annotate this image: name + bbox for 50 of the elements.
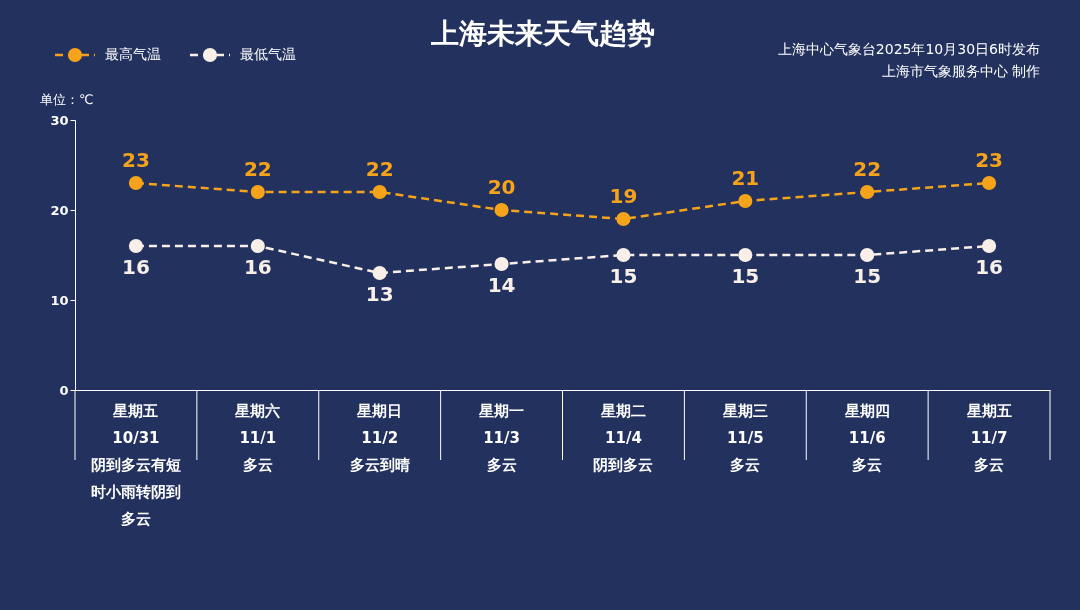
point bbox=[494, 256, 509, 272]
data-label: 14 bbox=[487, 273, 516, 297]
data-label: 23 bbox=[975, 148, 1003, 172]
data-label: 22 bbox=[243, 157, 272, 181]
point bbox=[250, 184, 265, 200]
x-tick-label: 星期六 11/1 多云 bbox=[234, 402, 281, 474]
point bbox=[860, 184, 875, 200]
y-tick-label: 30 bbox=[50, 112, 69, 128]
legend-label: 最高气温 bbox=[105, 46, 161, 62]
data-label: 22 bbox=[853, 157, 882, 181]
point bbox=[981, 238, 997, 254]
data-label: 15 bbox=[609, 264, 638, 288]
point bbox=[738, 247, 753, 263]
x-tick-label: 星期二 11/4 阴到多云 bbox=[593, 402, 654, 474]
point bbox=[494, 202, 509, 218]
point bbox=[128, 175, 144, 191]
x-tick-label: 星期日 11/2 多云到晴 bbox=[349, 402, 410, 474]
data-label: 16 bbox=[122, 255, 150, 279]
data-label: 16 bbox=[975, 255, 1003, 279]
x-tick-label: 星期四 11/6 多云 bbox=[843, 402, 890, 474]
data-label: 23 bbox=[122, 148, 150, 172]
point bbox=[128, 238, 144, 254]
point bbox=[860, 247, 875, 263]
text: 上海市气象服务中心 制作 bbox=[881, 63, 1040, 79]
data-label: 19 bbox=[609, 184, 638, 208]
data-label: 20 bbox=[487, 175, 516, 199]
point bbox=[738, 193, 753, 209]
data-label: 21 bbox=[731, 166, 760, 190]
point bbox=[616, 211, 631, 227]
point bbox=[372, 265, 387, 281]
y-tick-label: 10 bbox=[50, 292, 69, 308]
legend-label: 最低气温 bbox=[240, 46, 296, 62]
x-tick-label: 星期一 11/3 多云 bbox=[478, 402, 525, 474]
point bbox=[250, 238, 265, 254]
text: 上海中心气象台2025年10月30日6时发布 bbox=[777, 41, 1040, 57]
data-label: 13 bbox=[365, 282, 394, 306]
point bbox=[616, 247, 631, 263]
x-tick-label: 星期五 11/7 多云 bbox=[965, 402, 1012, 474]
data-label: 22 bbox=[365, 157, 394, 181]
data-label: 16 bbox=[243, 255, 272, 279]
y-tick-label: 0 bbox=[59, 382, 69, 398]
data-label: 15 bbox=[731, 264, 760, 288]
chart-title: 上海未来天气趋势 bbox=[429, 17, 655, 50]
y-tick-label: 20 bbox=[50, 202, 69, 218]
y-axis-title: 单位：℃ bbox=[40, 92, 94, 107]
point bbox=[372, 184, 387, 200]
x-tick-label: 星期五 10/31 阴到多云有短时小雨转阴到多云 bbox=[90, 402, 181, 528]
data-label: 15 bbox=[853, 264, 882, 288]
x-tick-label: 星期三 11/5 多云 bbox=[721, 402, 768, 474]
point bbox=[981, 175, 997, 191]
